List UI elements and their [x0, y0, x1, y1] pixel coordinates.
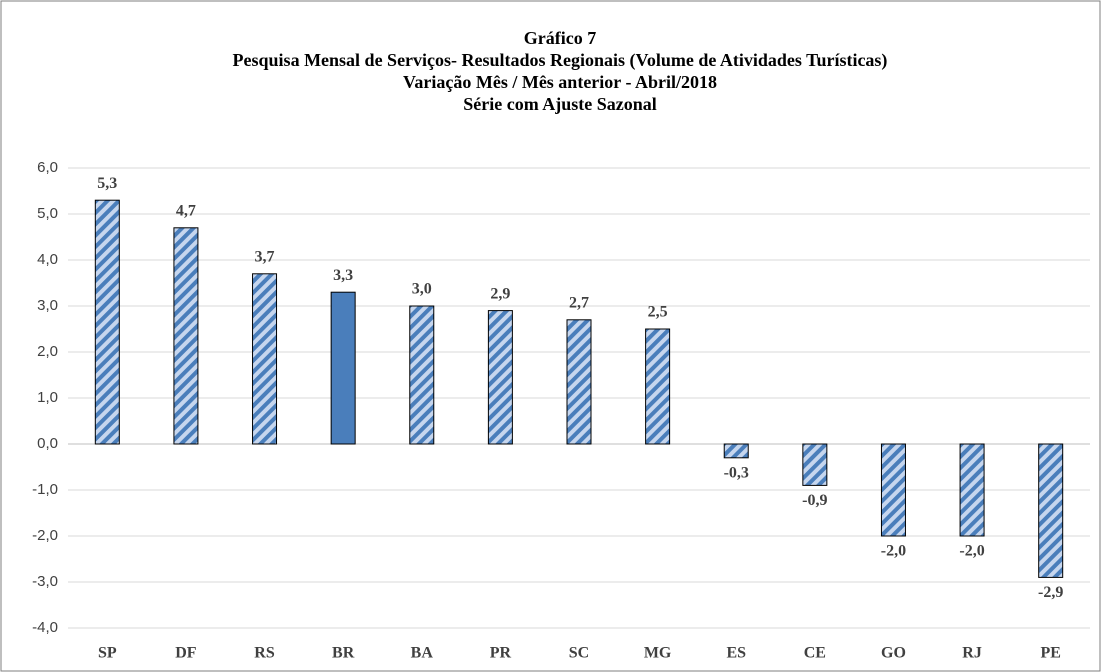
bar: [173, 227, 199, 445]
x-tick-label: ES: [726, 645, 746, 662]
bar: [330, 291, 356, 445]
x-tick-label: PR: [490, 645, 512, 662]
x-tick-label: SP: [98, 645, 117, 662]
x-tick-label: SC: [569, 645, 589, 662]
x-tick-label: CE: [804, 645, 826, 662]
data-label: 3,0: [412, 281, 432, 298]
bar: [959, 443, 985, 537]
chart-title: Variação Mês / Mês anterior - Abril/2018: [403, 72, 717, 92]
data-label: 2,7: [569, 294, 589, 311]
data-label: -2,0: [881, 543, 906, 560]
x-tick-label: PE: [1040, 645, 1060, 662]
bar: [645, 328, 671, 445]
data-label: 4,7: [176, 202, 196, 219]
bar: [252, 273, 278, 445]
y-tick-label: 5,0: [37, 205, 58, 222]
y-tick-label: -3,0: [32, 573, 58, 590]
data-label: 2,5: [648, 304, 668, 321]
chart-title: Série com Ajuste Sazonal: [463, 94, 656, 114]
y-tick-label: 3,0: [37, 297, 58, 314]
bar: [94, 199, 120, 445]
data-label: -0,3: [724, 464, 749, 481]
y-tick-label: 0,0: [37, 435, 58, 452]
y-tick-label: 1,0: [37, 389, 58, 406]
bar: [1038, 443, 1064, 578]
y-tick-label: 4,0: [37, 251, 58, 268]
bar: [802, 443, 828, 486]
y-tick-label: -4,0: [32, 619, 58, 636]
data-label: -0,9: [802, 492, 827, 509]
data-label: 3,7: [255, 248, 275, 265]
x-tick-label: MG: [644, 645, 672, 662]
y-tick-label: 2,0: [37, 343, 58, 360]
x-tick-label: DF: [175, 645, 197, 662]
x-tick-label: RJ: [962, 645, 982, 662]
x-tick-label: RS: [254, 645, 275, 662]
data-label: 5,3: [97, 175, 117, 192]
data-label: -2,0: [959, 543, 984, 560]
x-tick-label: BA: [411, 645, 434, 662]
bar: [880, 443, 906, 537]
y-tick-label: 6,0: [37, 159, 58, 176]
x-tick-label: GO: [881, 645, 906, 662]
chart-title: Gráfico 7: [524, 28, 596, 48]
x-tick-label: BR: [332, 645, 355, 662]
chart-title: Pesquisa Mensal de Serviços- Resultados …: [233, 50, 888, 71]
bar: [487, 310, 513, 445]
y-tick-label: -2,0: [32, 527, 58, 544]
bar: [566, 319, 592, 445]
bar: [723, 443, 749, 459]
data-label: 2,9: [490, 285, 510, 302]
data-label: 3,3: [333, 267, 353, 284]
data-label: -2,9: [1038, 584, 1063, 601]
y-tick-label: -1,0: [32, 481, 58, 498]
bar: [409, 305, 435, 445]
